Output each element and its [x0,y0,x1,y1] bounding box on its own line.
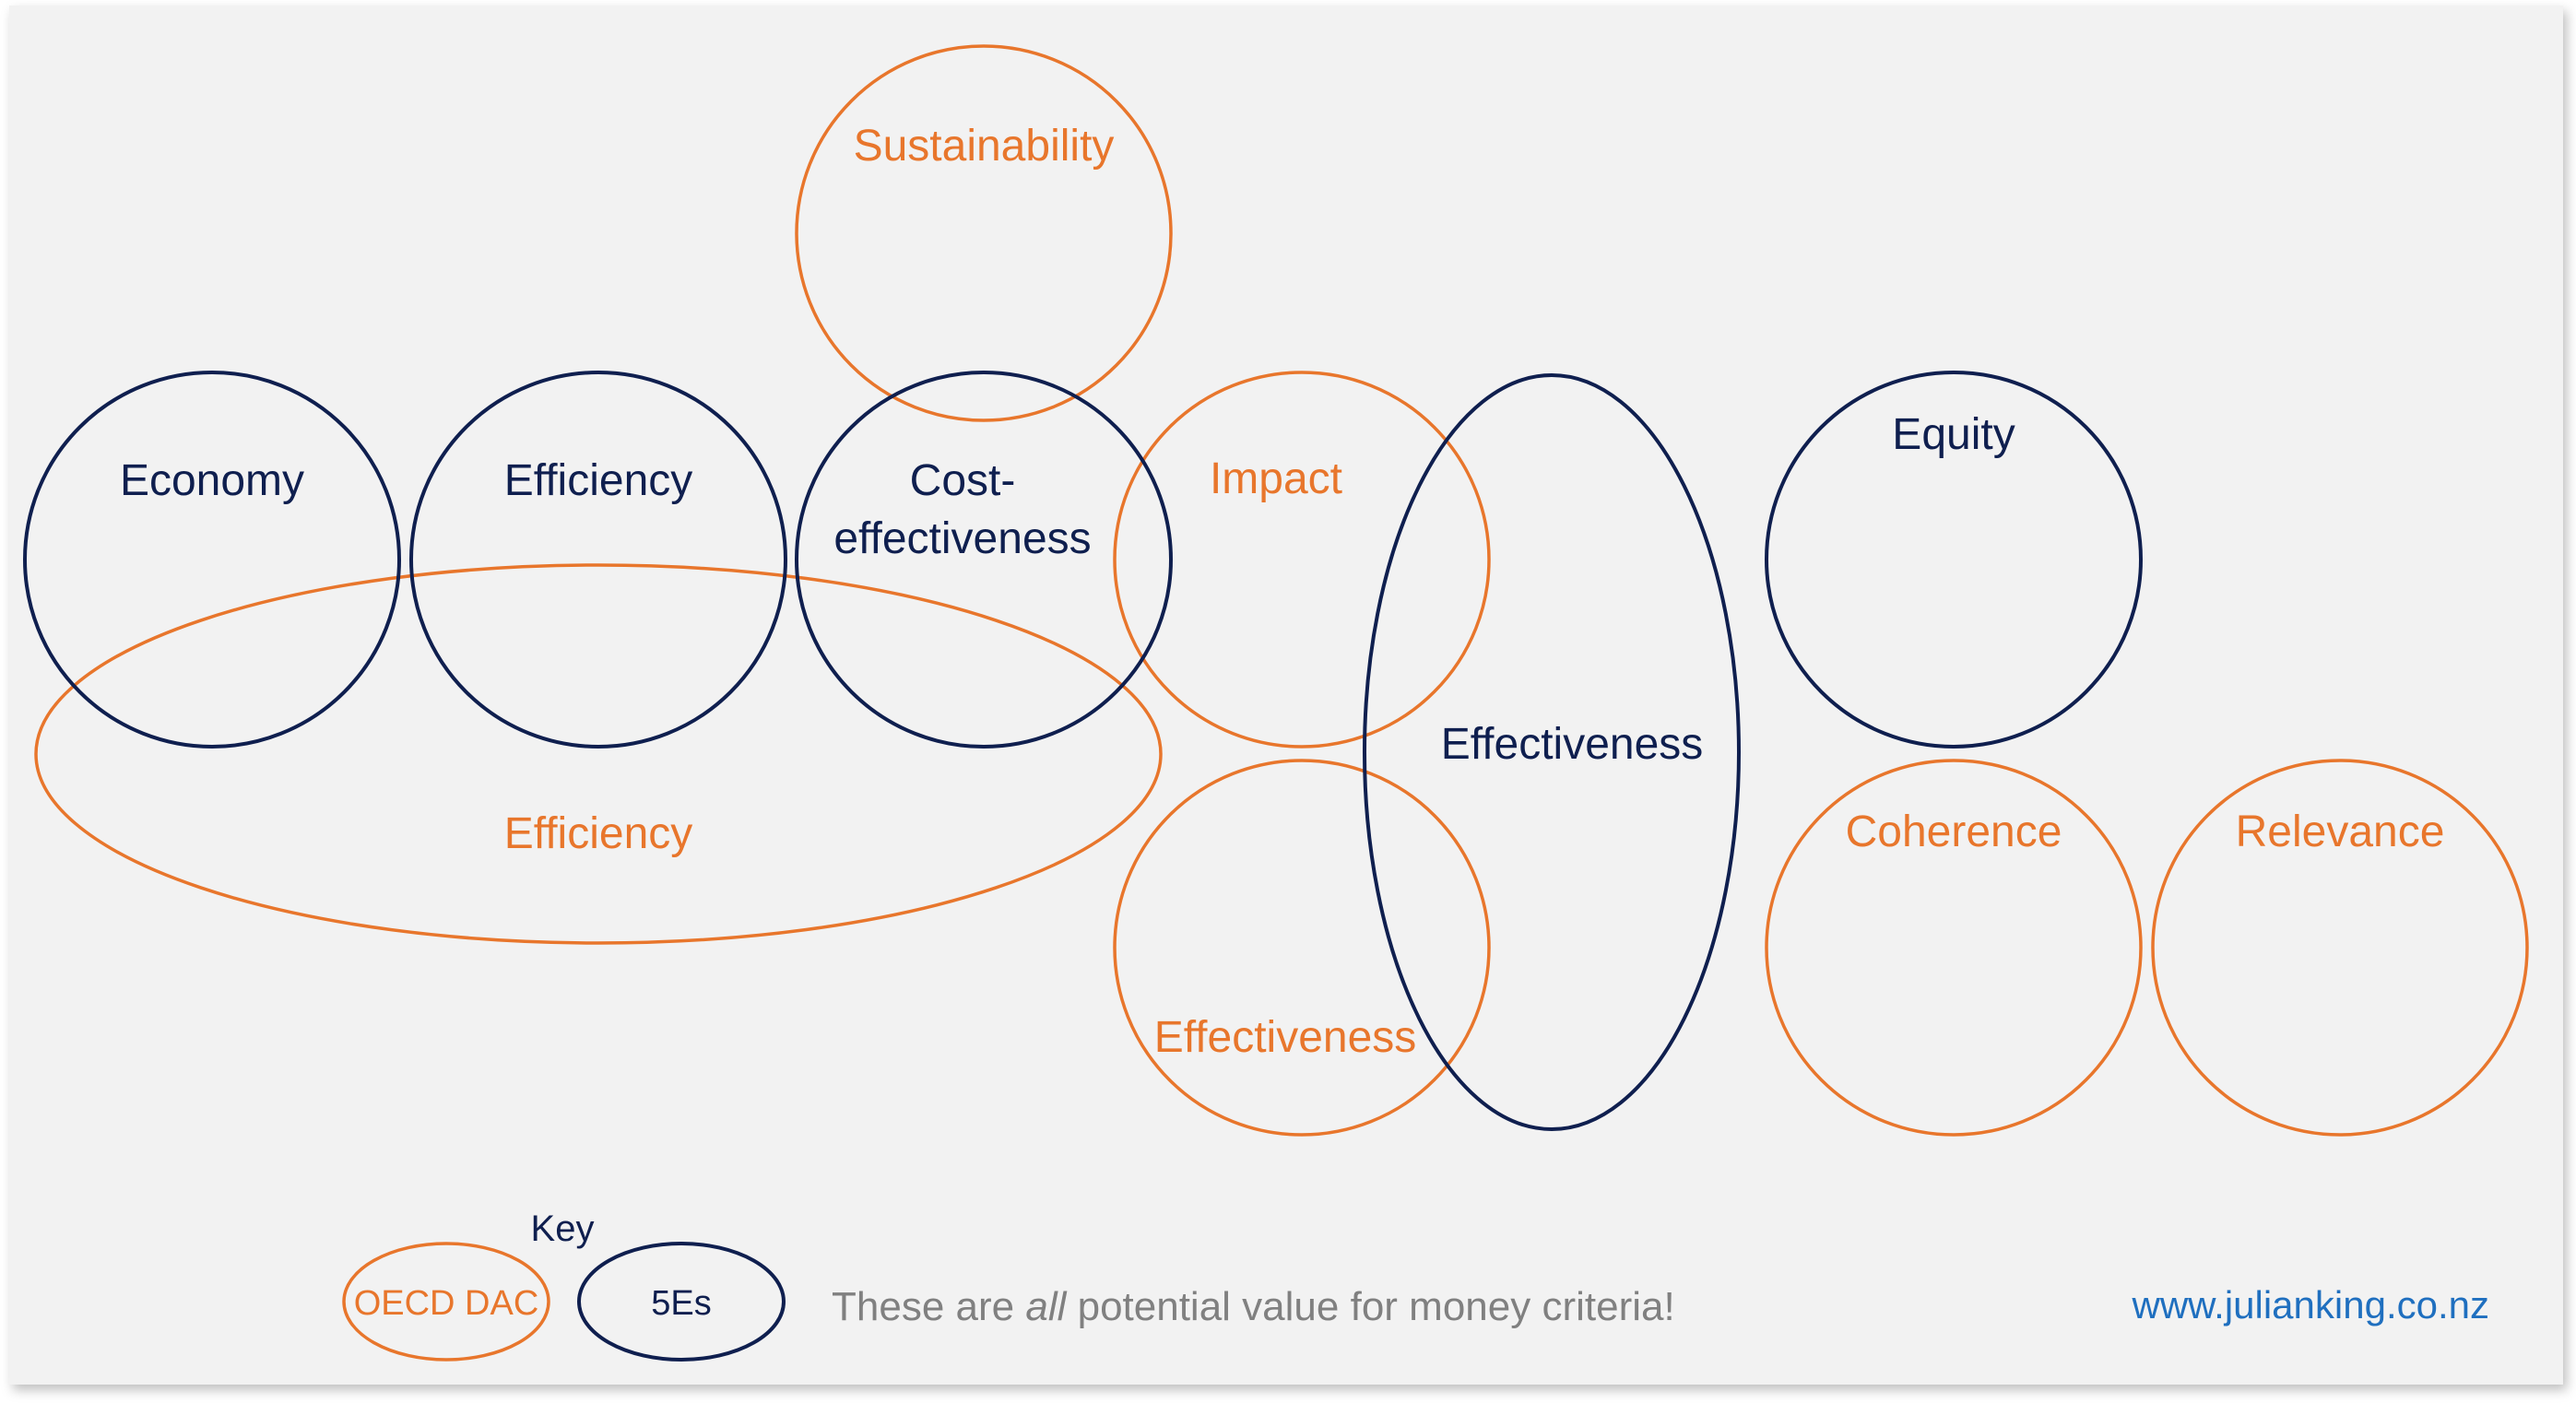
footer-note: These are all potential value for money … [832,1284,1675,1329]
coherence-label: Coherence [1846,808,2062,856]
effectiveness-dac-label: Effectiveness [1154,1013,1417,1062]
key-5es-swatch [577,1242,786,1362]
key-title: Key [531,1208,595,1249]
coherence-circle [1765,759,2143,1137]
cost-effectiveness-label-line2: effectiveness [833,514,1091,563]
effectiveness-5e-label: Effectiveness [1441,720,1704,769]
equity-circle [1765,371,2143,749]
key-oecd-dac-label: OECD DAC [354,1284,539,1323]
relevance-label: Relevance [2236,808,2445,856]
sustainability-label: Sustainability [854,122,1115,171]
impact-circle [1113,371,1491,749]
efficiency-5e-circle [409,371,787,749]
sustainability-circle [795,44,1173,422]
cost-effectiveness-circle [795,371,1173,749]
website-link[interactable]: www.julianking.co.nz [2131,1283,2489,1326]
key-oecd-dac-swatch [342,1242,550,1362]
efficiency-dac-label: Efficiency [504,809,693,858]
slide-background [9,6,2563,1385]
footer-note-emphasis: all [1025,1284,1067,1329]
economy-circle [23,371,401,749]
footer-note-start: These are [832,1284,1025,1329]
footer-note-end: potential value for money criteria! [1066,1284,1674,1329]
efficiency-5e-label: Efficiency [504,456,693,505]
impact-label: Impact [1210,454,1342,503]
cost-effectiveness-label-line1: Cost- [910,456,1016,505]
efficiency-dac-ellipse [34,563,1163,945]
economy-label: Economy [120,456,304,505]
effectiveness-5e-ellipse [1363,373,1741,1131]
equity-label: Equity [1892,410,2015,459]
effectiveness-dac-circle [1113,759,1491,1137]
relevance-circle [2151,759,2529,1137]
key-5es-label: 5Es [651,1284,711,1323]
